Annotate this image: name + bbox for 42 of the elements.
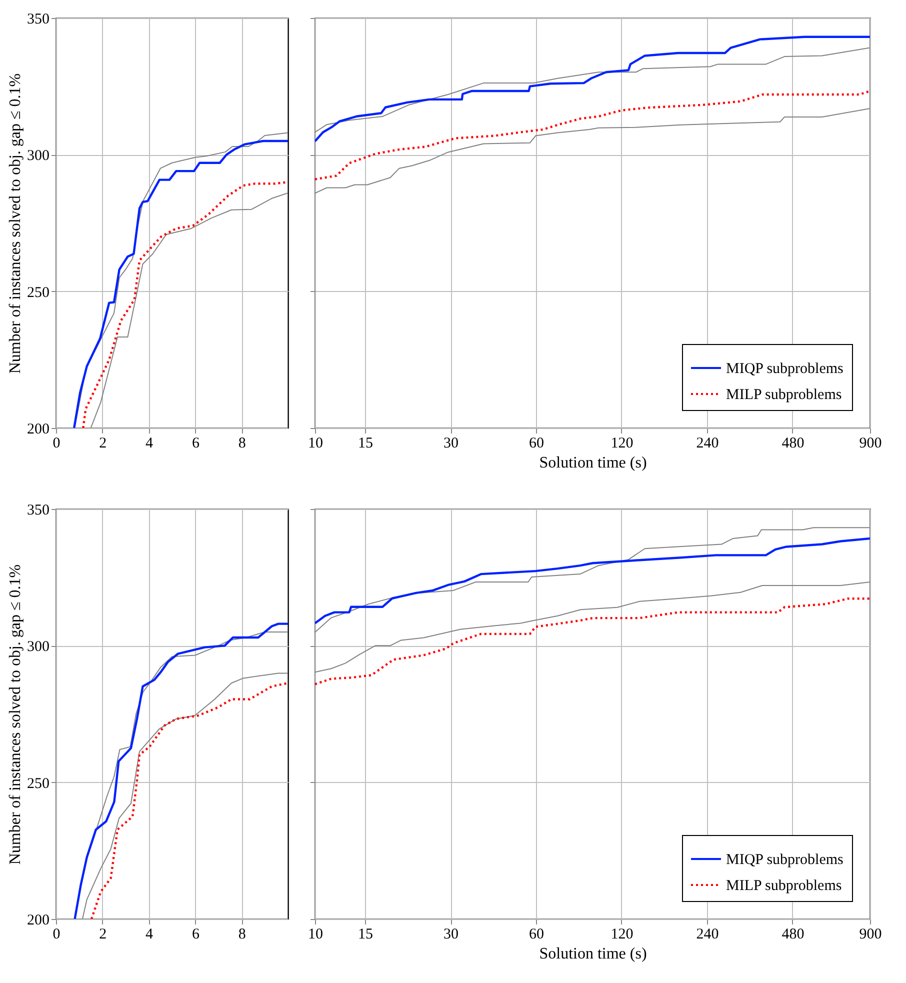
y-tick-label: 250 (27, 776, 50, 792)
x-tick-label: 120 (610, 436, 634, 452)
legend-label: MIQP subproblems (726, 361, 844, 377)
x-tick-label: 480 (782, 926, 804, 942)
y-tick-label: 300 (27, 148, 50, 164)
y-axis-title: Number of instances solved to obj. gap ≤ 0.1% (7, 73, 24, 374)
x-tick-label: 2 (99, 436, 107, 452)
x-tick-label: 6 (192, 926, 200, 942)
x-tick-label: 4 (146, 436, 154, 452)
x-tick-label: 240 (696, 436, 719, 452)
x-tick-label: 4 (146, 926, 154, 942)
y-tick-label: 350 (27, 12, 50, 28)
x-tick-label: 30 (444, 926, 458, 942)
legend-label: MILP subproblems (726, 387, 842, 403)
x-tick-label: 900 (859, 436, 882, 452)
x-tick-label: 10 (308, 926, 323, 942)
x-tick-label: 240 (696, 926, 719, 942)
x-tick-label: 2 (99, 926, 107, 942)
y-tick-label: 350 (27, 502, 50, 518)
x-tick-label: 15 (358, 926, 374, 942)
x-tick-label: 480 (782, 436, 804, 452)
y-axis-title: Number of instances solved to obj. gap ≤ 0.1% (7, 564, 24, 865)
x-tick-label: 10 (308, 436, 323, 452)
x-axis-title: Solution time (s) (539, 454, 647, 472)
x-tick-label: 120 (610, 926, 634, 942)
y-tick-label: 300 (27, 639, 50, 656)
x-tick-label: 900 (859, 926, 882, 942)
x-tick-label: 15 (358, 436, 374, 452)
legend-label: MILP subproblems (726, 878, 842, 894)
legend-label: MIQP subproblems (726, 852, 844, 868)
x-tick-label: 30 (444, 436, 458, 452)
x-tick-label: 8 (238, 926, 246, 942)
x-tick-label: 0 (52, 436, 60, 452)
x-tick-label: 8 (238, 436, 246, 452)
x-tick-label: 0 (52, 926, 60, 942)
x-tick-label: 6 (192, 436, 200, 452)
y-tick-label: 250 (27, 284, 50, 301)
x-tick-label: 60 (528, 436, 544, 452)
x-tick-label: 60 (528, 926, 544, 942)
x-axis-title: Solution time (s) (539, 946, 647, 962)
y-tick-label: 200 (27, 422, 50, 438)
y-tick-label: 200 (27, 912, 50, 928)
